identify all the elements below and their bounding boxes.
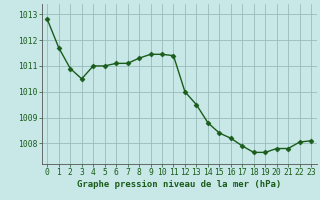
X-axis label: Graphe pression niveau de la mer (hPa): Graphe pression niveau de la mer (hPa) <box>77 180 281 189</box>
